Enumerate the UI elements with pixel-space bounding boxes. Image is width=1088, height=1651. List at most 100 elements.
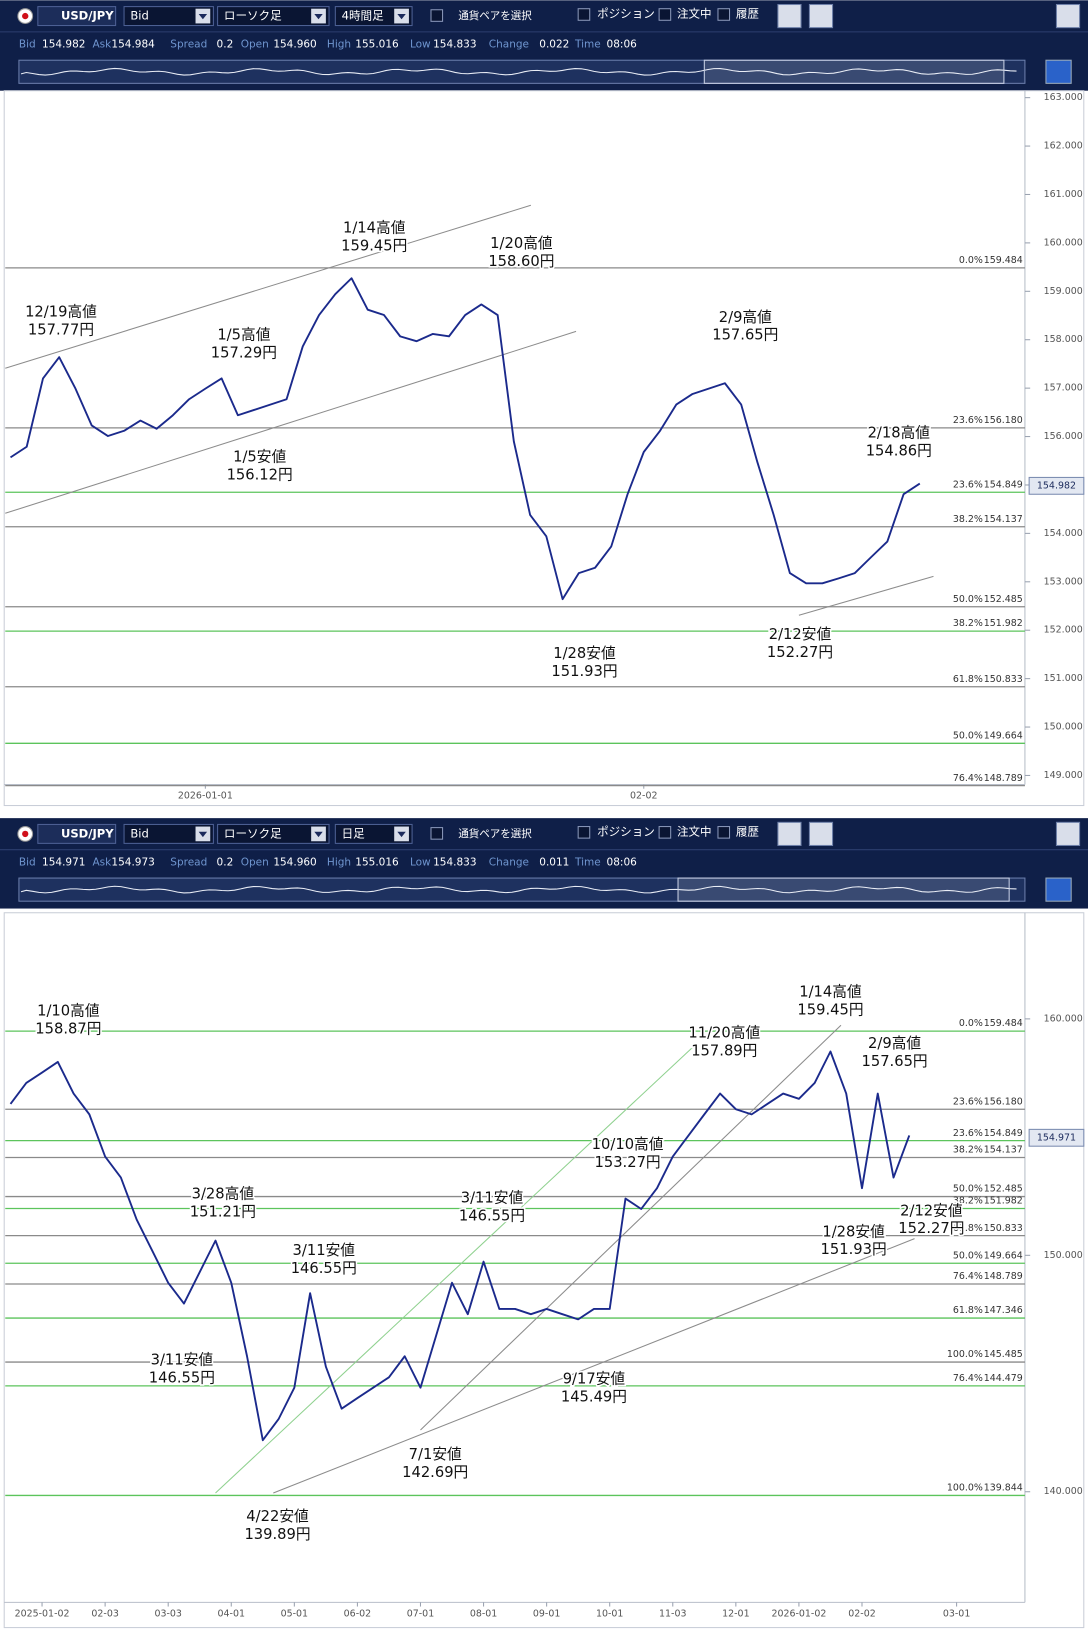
annotation-price: 146.55円 — [291, 1260, 357, 1277]
dropdown[interactable] — [123, 6, 214, 27]
annotation-date: 3/11安値 — [151, 1352, 214, 1369]
annotation-price: 146.55円 — [149, 1369, 215, 1386]
fib-ratio: 76.4% — [953, 1373, 983, 1384]
checkbox[interactable] — [658, 826, 672, 839]
quote-value: 155.016 — [355, 38, 399, 50]
y-tick-label: 150.000 — [1044, 722, 1083, 733]
dropdown[interactable] — [334, 6, 413, 27]
y-tick-label: 140.000 — [1044, 1486, 1083, 1497]
price-tag — [1028, 1128, 1085, 1147]
fib-ratio: 100.0% — [947, 1349, 983, 1360]
navigator-window[interactable] — [703, 59, 1005, 84]
quote-label: Ask — [93, 38, 113, 50]
fib-value: 154.137 — [984, 1145, 1023, 1156]
checkbox[interactable] — [577, 826, 591, 839]
y-tick-label: 149.000 — [1044, 770, 1083, 781]
quote-label: High — [327, 856, 351, 868]
y-tick-label: 160.000 — [1044, 1013, 1083, 1024]
x-tick-label: 2026-01-01 — [178, 791, 233, 802]
fib-value: 154.137 — [984, 514, 1023, 525]
dropdown[interactable] — [334, 823, 413, 844]
quote-label: Open — [241, 38, 269, 50]
annotation-price: 151.93円 — [551, 663, 617, 680]
quote-value: 154.833 — [433, 38, 476, 50]
price-tag-label: 154.982 — [1037, 480, 1076, 491]
fib-value: 159.484 — [984, 1018, 1023, 1029]
annotation-date: 3/28高値 — [192, 1185, 255, 1202]
annotation-date: 2/9高値 — [868, 1035, 921, 1052]
quote-label: Open — [241, 856, 269, 868]
checkbox[interactable] — [577, 8, 591, 21]
annotation-date: 9/17安値 — [563, 1370, 626, 1387]
fib-ratio: 50.0% — [953, 730, 983, 741]
fib-ratio: 0.0% — [959, 255, 983, 266]
fib-value: 145.485 — [984, 1349, 1023, 1360]
quote-value: 0.022 — [539, 38, 569, 50]
dropdown[interactable] — [123, 823, 214, 844]
collapse-button[interactable] — [1055, 821, 1081, 846]
checkbox[interactable] — [658, 8, 672, 21]
fib-value: 150.833 — [984, 674, 1023, 685]
trend-line — [5, 204, 532, 369]
fib-ratio: 38.2% — [953, 618, 983, 629]
quote-value: 08:06 — [607, 856, 638, 868]
zoom-button[interactable] — [1045, 59, 1072, 84]
annotation-date: 1/14高値 — [343, 219, 406, 236]
flag-dot — [22, 830, 29, 838]
quote-value: 154.971 — [42, 856, 85, 868]
x-tick-label: 03-03 — [154, 1608, 181, 1619]
dropdown-label: Bid — [130, 9, 148, 23]
quote-label: High — [327, 38, 351, 50]
x-tick-label: 04-01 — [218, 1608, 245, 1619]
y-tick-label: 153.000 — [1044, 576, 1083, 587]
quote-label: Bid — [19, 856, 36, 868]
dropdown[interactable] — [217, 6, 330, 27]
fib-ratio: 23.6% — [953, 415, 983, 426]
annotation-date: 1/28安値 — [822, 1223, 885, 1240]
annotation-date: 1/5高値 — [217, 327, 270, 344]
annotation-price: 159.45円 — [797, 1002, 863, 1019]
zoom-button[interactable] — [1045, 877, 1072, 902]
fib-value: 148.789 — [984, 773, 1023, 784]
tool-button[interactable] — [808, 3, 834, 29]
trend-line — [798, 575, 934, 616]
annotation-date: 7/1安値 — [409, 1446, 462, 1463]
fib-value: 156.180 — [984, 415, 1023, 426]
dropdown-caret — [397, 13, 406, 20]
x-tick-label: 03-01 — [943, 1608, 970, 1619]
annotation-price: 157.89円 — [691, 1043, 757, 1060]
y-tick-label: 163.000 — [1044, 92, 1083, 103]
fib-ratio: 61.8% — [953, 674, 983, 685]
fib-value: 156.180 — [984, 1096, 1023, 1107]
fib-ratio: 38.2% — [953, 514, 983, 525]
toggle-label: 履歴 — [736, 824, 760, 838]
x-tick-label: 08-01 — [470, 1608, 497, 1619]
checkbox[interactable] — [717, 8, 731, 21]
tool-button[interactable] — [777, 821, 802, 846]
annotation-price: 157.77円 — [28, 321, 94, 338]
toggle-label: 注文中 — [677, 824, 712, 838]
checkbox[interactable] — [430, 9, 444, 22]
dropdown-caret — [198, 13, 208, 20]
checkbox[interactable] — [717, 826, 731, 839]
navigator-window[interactable] — [677, 877, 1010, 902]
y-tick-label: 161.000 — [1044, 189, 1083, 200]
checkbox[interactable] — [430, 827, 444, 840]
dropdown[interactable] — [217, 823, 330, 844]
fib-ratio: 50.0% — [953, 594, 983, 605]
price-tag-label: 154.971 — [1037, 1132, 1076, 1143]
tool-button[interactable] — [777, 3, 802, 29]
dropdown-label: ローソク足 — [224, 826, 282, 840]
fib-value: 152.485 — [984, 1184, 1023, 1195]
annotation-date: 3/11安値 — [293, 1242, 356, 1259]
tool-button[interactable] — [808, 821, 834, 846]
y-tick-label: 157.000 — [1044, 383, 1083, 394]
annotation-date: 1/28安値 — [553, 645, 616, 662]
annotation-date: 1/5安値 — [233, 449, 286, 466]
collapse-button[interactable] — [1055, 3, 1081, 29]
quote-label: Spread — [170, 38, 207, 50]
annotation-price: 159.45円 — [341, 237, 407, 254]
dropdown-caret — [397, 831, 406, 838]
trend-line — [273, 1238, 915, 1494]
